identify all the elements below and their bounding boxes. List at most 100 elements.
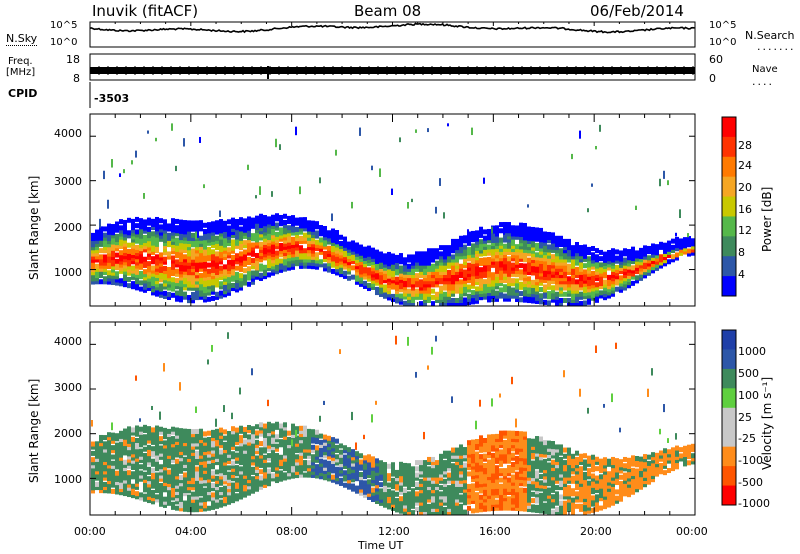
power-cell (659, 244, 663, 250)
velocity-cell (175, 474, 179, 480)
power-cell (163, 265, 167, 271)
velocity-cell (531, 463, 535, 469)
velocity-cell (123, 437, 127, 443)
power-cell (343, 236, 347, 242)
velocity-cell (503, 443, 507, 449)
power-cell (571, 263, 575, 269)
power-cell (299, 254, 303, 260)
power-cell (387, 289, 391, 295)
power-cell (383, 284, 387, 290)
velocity-cell (183, 456, 187, 462)
velocity-cell (319, 415, 321, 422)
power-cell (271, 239, 275, 245)
velocity-cell (183, 484, 187, 490)
velocity-cell (235, 458, 239, 464)
power-cell (343, 252, 347, 258)
power-cell (403, 257, 407, 263)
velocity-cell (543, 468, 547, 474)
power-cell (215, 220, 219, 226)
velocity-cell (195, 450, 199, 456)
power-cell (199, 235, 203, 241)
velocity-cell (471, 470, 475, 476)
power-cell (467, 296, 471, 302)
power-cell (239, 229, 243, 235)
power-cell (295, 226, 299, 232)
power-cell (291, 243, 295, 249)
power-cell (691, 244, 695, 250)
power-cell (243, 221, 247, 227)
power-cell (579, 291, 583, 297)
velocity-cell (171, 470, 175, 476)
velocity-cell (523, 444, 527, 450)
velocity-cell (511, 483, 515, 489)
power-cell (127, 261, 131, 267)
velocity-cell (515, 443, 519, 449)
power-cell (451, 254, 455, 260)
velocity-cell (275, 474, 279, 480)
power-cell (599, 274, 603, 280)
velocity-cell (551, 447, 555, 453)
power-cell (187, 229, 191, 235)
power-cell (179, 244, 183, 250)
power-cell (615, 255, 619, 261)
velocity-cell (363, 480, 367, 486)
power-cell (559, 288, 563, 294)
power-cell (287, 218, 291, 224)
power-cell (183, 226, 187, 232)
nave-tick-high: 60 (709, 53, 723, 66)
velocity-cell (95, 481, 99, 487)
velocity-cell (367, 479, 371, 485)
velocity-cell (323, 400, 325, 405)
power-cell (391, 281, 395, 287)
power-cell (307, 223, 311, 229)
nave-tick-low: 0 (709, 72, 716, 85)
power-cell (551, 238, 555, 244)
power-cell (179, 256, 183, 262)
velocity-cell (131, 452, 135, 458)
power-cell (235, 237, 239, 243)
power-cell (343, 245, 347, 251)
velocity-cell (463, 484, 467, 490)
power-cell (519, 250, 523, 256)
power-cell (483, 291, 487, 297)
power-cell (467, 247, 471, 253)
velocity-cell (391, 502, 395, 508)
velocity-cell (203, 447, 207, 453)
power-cell (599, 265, 603, 271)
velocity-cell (351, 411, 353, 421)
velocity-cell (159, 501, 163, 507)
velocity-cell (299, 441, 303, 447)
power-cell (615, 274, 619, 280)
velocity-cell (155, 453, 159, 459)
velocity-cell (571, 460, 575, 466)
velocity-cell (227, 477, 231, 483)
power-cell (263, 227, 267, 233)
velocity-cell (483, 478, 487, 484)
power-cell (451, 291, 455, 297)
power-cell (115, 243, 119, 249)
power-cell (439, 257, 443, 263)
power-cell (387, 267, 391, 273)
power-cell (635, 253, 639, 259)
power-cell (143, 241, 147, 247)
velocity-cell (219, 493, 223, 499)
velocity-cell (547, 496, 551, 502)
power-cell (687, 236, 691, 242)
velocity-cell (587, 499, 591, 505)
power-cell (275, 231, 279, 237)
power-cell (535, 236, 539, 242)
power-cell (251, 258, 255, 264)
power-cell (455, 266, 459, 272)
power-cell (187, 270, 191, 276)
power-cell (511, 228, 515, 234)
velocity-cell (171, 476, 175, 482)
velocity-cell (191, 438, 195, 444)
velocity-cell (307, 441, 311, 447)
velocity-cell (119, 433, 123, 439)
velocity-cell (191, 460, 195, 466)
power-cell (511, 240, 515, 246)
power-cell (399, 271, 403, 277)
power-cell (671, 244, 675, 250)
velocity-cell (515, 487, 519, 493)
nsky-label: N.Sky (6, 32, 38, 46)
